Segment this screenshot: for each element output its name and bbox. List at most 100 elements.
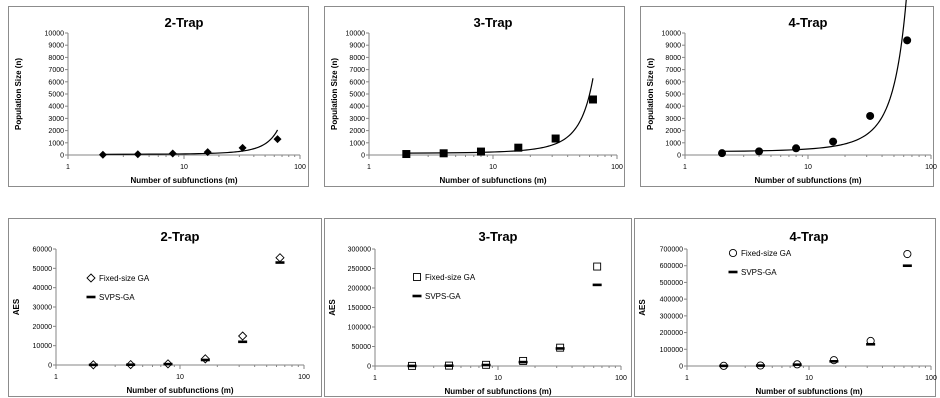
series-svps-ga: [88, 261, 285, 367]
chart-svg: 2-Trap 0 1000 2000 3000 4000 5000 6000 7000 8000 9…: [14, 15, 306, 185]
x-tick-label: 100: [925, 375, 937, 382]
y-tick-label: 9000: [349, 43, 365, 50]
data-point: [476, 147, 485, 156]
y-tick-label: 0: [48, 363, 52, 370]
series-data: [98, 135, 282, 159]
chart-title: 2-Trap: [164, 15, 203, 30]
data-point: [518, 360, 528, 364]
data-point: [719, 364, 729, 368]
data-point: [588, 95, 597, 104]
y-tick-label: 8000: [665, 55, 681, 62]
x-tick-label: 1: [685, 375, 689, 382]
data-point: [444, 364, 454, 367]
x-tick-label: 100: [611, 164, 623, 171]
y-tick-label: 5000: [665, 92, 681, 99]
y-tick-label: 150000: [348, 305, 371, 312]
legend-label: Fixed-size GA: [99, 274, 150, 283]
data-point: [755, 364, 765, 367]
y-tick-label: 8000: [349, 55, 365, 62]
x-tick-label: 10: [804, 164, 812, 171]
y-tick-label: 1000: [665, 140, 681, 147]
y-tick-label: 7000: [349, 67, 365, 74]
x-tick-label: 1: [66, 164, 70, 171]
data-point: [903, 36, 912, 45]
data-point: [402, 150, 411, 159]
legend-label: SVPS-GA: [99, 293, 135, 302]
x-tick-label: 100: [925, 164, 937, 171]
y-tick-label: 8000: [48, 55, 64, 62]
y-tick-label: 300000: [660, 313, 683, 320]
y-tick-label: 7000: [665, 67, 681, 74]
data-point: [439, 149, 448, 158]
data-point: [551, 134, 560, 143]
y-tick-label: 3000: [665, 116, 681, 123]
data-point: [163, 362, 173, 366]
data-point: [903, 249, 912, 259]
chart-svg: 3-Trap 0 1000 2000 3000 4000 5000 6000 7000 8000 9…: [330, 15, 623, 185]
y-tick-label: 1000: [349, 140, 365, 147]
legend-item: Fixed-size GA: [86, 273, 150, 283]
series-data: [402, 95, 597, 159]
data-point: [203, 148, 212, 157]
data-point: [238, 340, 248, 344]
x-axis-label: Number of subfunctions (m): [126, 386, 233, 395]
x-tick-label: 100: [615, 375, 627, 382]
legend-label: Fixed-size GA: [425, 273, 476, 282]
y-tick-label: 200000: [660, 330, 683, 337]
data-point: [481, 363, 491, 367]
y-tick-label: 0: [361, 153, 365, 160]
x-axis-label: Number of subfunctions (m): [754, 176, 861, 185]
y-tick-label: 0: [679, 364, 683, 371]
y-axis-label: AES: [12, 298, 21, 315]
series-data: [718, 36, 912, 158]
x-tick-label: 10: [489, 164, 497, 171]
chart-title: 3-Trap: [478, 229, 517, 244]
x-axis-label: Number of subfunctions (m): [130, 176, 237, 185]
chart-panel-4-trap-population: 4-Trap 0 1000 2000 3000 4000 5000 6000 7000 8000 9…: [640, 0, 937, 187]
y-tick-label: 30000: [33, 305, 53, 312]
data-point: [168, 149, 177, 158]
y-tick-label: 3000: [48, 116, 64, 123]
chart-svg: 4-Trap 0 1000 2000 3000 4000 5000 6000 7000 8000 9…: [646, 0, 937, 185]
data-point: [273, 135, 282, 144]
y-axis-label: Population Size (n): [14, 58, 23, 130]
trendline: [406, 78, 594, 154]
x-tick-label: 1: [367, 164, 371, 171]
y-tick-label: 60000: [33, 247, 53, 254]
data-point: [275, 261, 285, 264]
data-point: [555, 347, 565, 350]
x-axis-label: Number of subfunctions (m): [444, 387, 551, 396]
y-axis-label: Population Size (n): [330, 58, 339, 130]
y-tick-label: 0: [367, 364, 371, 371]
y-tick-label: 200000: [348, 286, 371, 293]
y-tick-label: 40000: [33, 285, 53, 292]
data-point: [514, 143, 523, 152]
y-tick-label: 20000: [33, 324, 53, 331]
y-axis-label: AES: [638, 299, 647, 316]
chart-title: 2-Trap: [160, 229, 199, 244]
trendline: [722, 0, 907, 152]
legend-item: Fixed-size GA: [728, 248, 792, 258]
x-axis-label: Number of subfunctions (m): [439, 176, 546, 185]
series-svps-ga: [407, 283, 602, 368]
data-point: [238, 143, 247, 152]
x-tick-label: 1: [54, 374, 58, 381]
data-point: [902, 264, 912, 268]
y-tick-label: 10000: [662, 31, 682, 38]
data-point: [200, 358, 210, 362]
legend-label: Fixed-size GA: [741, 249, 792, 258]
y-tick-label: 4000: [48, 104, 64, 111]
y-tick-label: 7000: [48, 67, 64, 74]
data-point: [829, 137, 838, 146]
x-axis-label: Number of subfunctions (m): [755, 387, 862, 396]
y-tick-label: 4000: [665, 104, 681, 111]
legend-item: SVPS-GA: [728, 268, 777, 277]
data-point: [593, 262, 602, 271]
x-tick-label: 1: [373, 375, 377, 382]
trendline: [102, 129, 279, 155]
legend-marker: [413, 273, 421, 281]
legend-item: Fixed-size GA: [413, 273, 476, 282]
chart-svg: 2-Trap 0 10000 20000 30000 40000 50000 60000 1 10…: [12, 229, 310, 395]
data-point: [407, 364, 417, 368]
x-tick-label: 100: [298, 374, 310, 381]
